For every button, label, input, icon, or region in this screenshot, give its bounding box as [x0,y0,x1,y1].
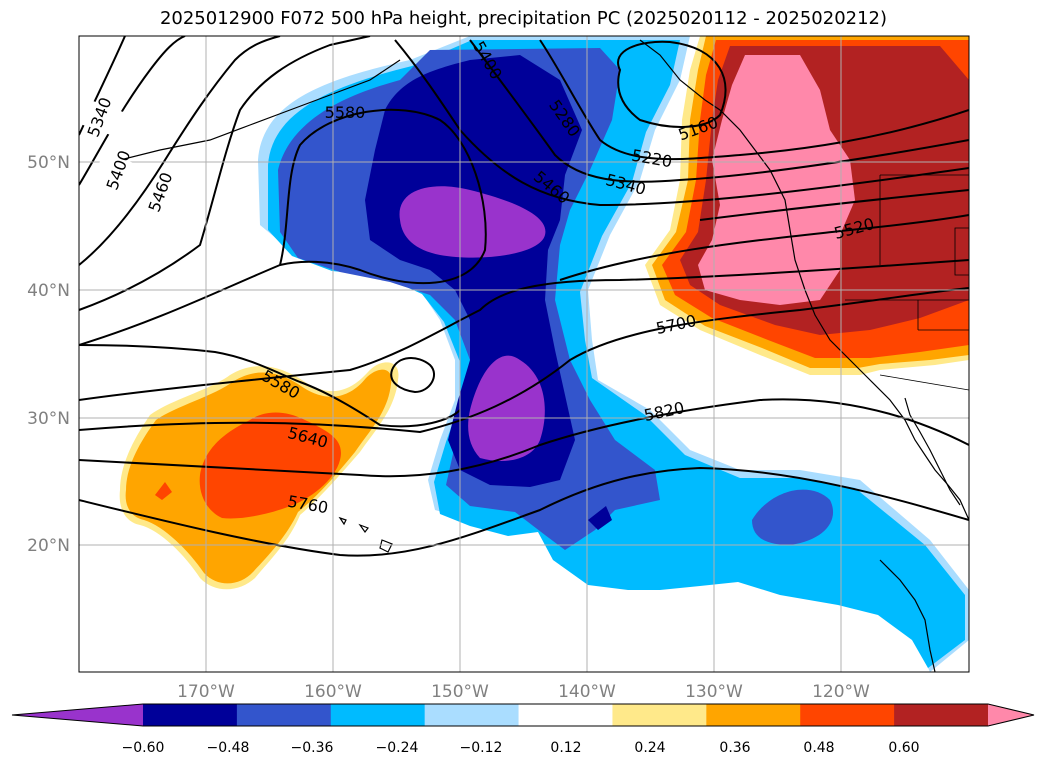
coastlines [119,39,969,672]
colorbar-tick-label: −0.60 [122,740,165,756]
lon-label: 140°W [558,682,616,702]
colorbar-swatch [424,704,520,726]
colorbar-tick-label: 0.36 [719,740,750,756]
colorbar-swatch [612,704,707,726]
lat-label: 40°N [27,281,70,301]
colorbar-swatches [11,703,1035,727]
colorbar-extend-low [12,704,143,726]
map-plot-area: 5340 5400 5460 5580 5400 5280 5460 5220 … [79,36,969,672]
colorbar-swatch [706,704,801,726]
colorbar-swatch [894,704,989,726]
map-frame [78,35,970,673]
negative-precip-anomaly-region [258,36,969,672]
aleutian-coastline [119,59,401,161]
lon-label: 120°W [812,682,870,702]
mexico-coastline [879,559,936,672]
contour-label: 5580 [325,103,366,122]
lon-label: 170°W [177,682,235,702]
lat-label: 50°N [27,153,70,173]
colorbar-swatch [236,704,332,726]
colorbar-tick-label: −0.24 [376,740,419,756]
colorbar-tick-label: 0.24 [634,740,665,756]
colorbar-tick-label: −0.12 [460,740,503,756]
baja-coastline [904,397,961,506]
colorbar-swatch [143,704,238,726]
colorbar-tick-label: −0.48 [207,740,250,756]
height-contours [79,36,969,557]
lat-label: 30°N [27,409,70,429]
lon-label: 130°W [685,682,743,702]
colorbar-tick-label: 0.60 [888,740,919,756]
colorbar-ticks: −0.60 −0.48 −0.36 −0.24 −0.12 0.12 0.24 … [122,740,920,756]
colorbar-swatch [518,704,613,726]
north-america-coastline [639,39,969,521]
colorbar-extend-high [988,704,1034,726]
colorbar-tick-label: 0.12 [550,740,581,756]
colorbar: −0.60 −0.48 −0.36 −0.24 −0.12 0.12 0.24 … [11,703,1035,756]
colorbar-swatch [800,704,895,726]
colorbar-tick-label: 0.48 [803,740,834,756]
gridlines [79,36,969,672]
figure-title: 2025012900 F072 500 hPa height, precipit… [159,8,888,29]
lon-label: 160°W [304,682,362,702]
lon-label: 150°W [431,682,489,702]
colorbar-tick-label: −0.36 [291,740,334,756]
longitude-labels: 170°W 160°W 150°W 140°W 130°W 120°W [177,682,870,702]
latitude-labels: 50°N 40°N 30°N 20°N [27,153,70,556]
lat-label: 20°N [27,536,70,556]
colorbar-outline [11,703,1035,727]
colorbar-swatch [330,704,426,726]
